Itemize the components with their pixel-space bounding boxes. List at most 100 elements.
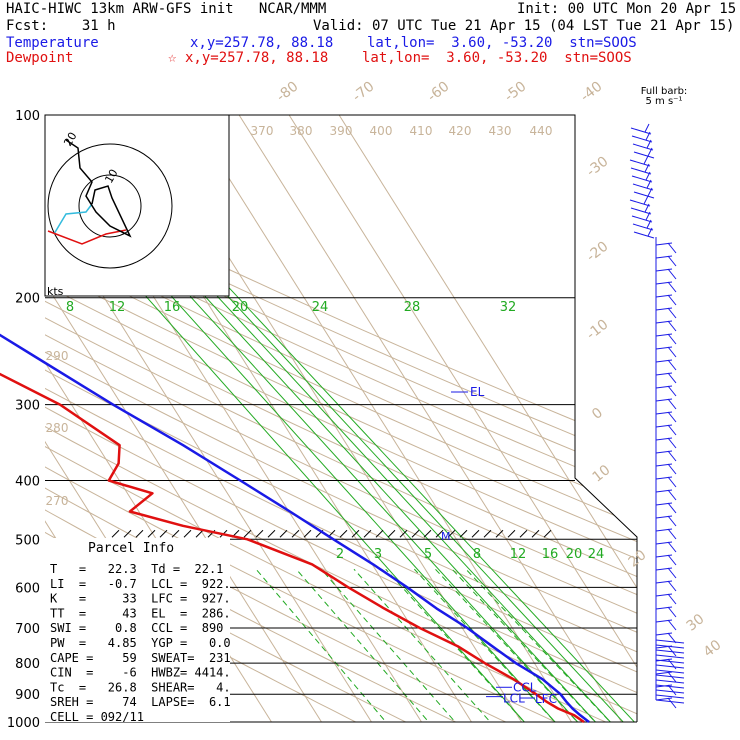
wind-barb [655, 476, 673, 480]
wind-barb [655, 644, 685, 649]
hatch-mark [147, 529, 156, 538]
dewpoint-legend-label: Dewpoint [6, 50, 74, 66]
wind-barb-flag [644, 163, 650, 173]
parcel-info-row: TT = 43 EL = 286. [50, 606, 231, 620]
wind-barb-flag [667, 697, 677, 709]
wind-barb [655, 398, 673, 402]
wind-barb [655, 489, 673, 493]
hatch-mark [195, 529, 204, 538]
wind-barb [655, 528, 673, 532]
wind-barb-flag [647, 147, 653, 157]
pressure-label-100: 100 [15, 109, 40, 124]
hodograph-box [44, 114, 230, 297]
theta-label: 380 [290, 124, 313, 138]
dry-adiabat-line [45, 127, 585, 722]
wind-barb [655, 606, 673, 610]
wind-barb [630, 167, 652, 175]
wind-barb [655, 346, 673, 350]
parcel-info-title: Parcel Info [88, 541, 174, 556]
hatch-mark [411, 529, 420, 538]
level-label-lcl: LCL [503, 692, 525, 706]
isotherm-line [288, 115, 637, 722]
temperature-legend-info: x,y=257.78, 88.18 lat,lon= 3.60, -53.20 … [190, 35, 637, 51]
wind-barb [655, 463, 673, 467]
hodograph-ring-label: 10 [102, 167, 120, 186]
hatch-mark [507, 529, 516, 538]
parcel-info-row: CAPE = 59 SWEAT= 231 [50, 651, 231, 665]
theta-label: 420 [449, 124, 472, 138]
mixing-ratio-dashed-line [353, 568, 503, 722]
hodograph-units: kts [47, 285, 64, 298]
model-title: HAIC-HIWC 13km ARW-GFS init NCAR/MMM [6, 1, 327, 17]
theta-label: 430 [489, 124, 512, 138]
hatch-mark [291, 529, 300, 538]
dry-adiabat-line [45, 127, 637, 722]
mixing-ratio-dashed-line [465, 568, 623, 722]
hatch-mark [255, 529, 264, 538]
parcel-info-row: K = 33 LFC = 927. [50, 592, 231, 606]
isotherm-label: -80 [274, 79, 302, 106]
pressure-label-600: 600 [15, 581, 40, 596]
wind-barb-flag [667, 567, 677, 579]
dewpoint-profile [0, 372, 585, 724]
wind-barb-flag [644, 203, 650, 213]
wind-barb [655, 307, 673, 311]
wind-barb [655, 671, 673, 675]
hatch-mark [423, 529, 432, 538]
wind-barb [655, 632, 673, 636]
wind-barb-flag [667, 489, 677, 501]
temperature-legend-label: Temperature [6, 35, 99, 51]
wind-barb [655, 593, 673, 597]
theta-label: 440 [530, 124, 553, 138]
dry-adiabat-line [45, 127, 637, 722]
hatch-mark [339, 529, 348, 538]
mixing-ratio-dashed-line [413, 568, 568, 722]
hatch-mark [279, 529, 288, 538]
wind-barb-flag [667, 502, 677, 514]
pressure-label-200: 200 [15, 292, 40, 307]
hatch-mark [351, 529, 360, 538]
wind-barb [631, 175, 653, 183]
pressure-label-300: 300 [15, 399, 40, 414]
wind-barb [655, 684, 685, 689]
wind-barb-flag [643, 155, 649, 165]
wind-barb [655, 619, 673, 623]
wind-barb-flag [644, 123, 650, 133]
wind-barb [631, 215, 653, 223]
mixing-ratio-label: 16 [542, 547, 559, 562]
dry-adiabat-line [45, 127, 637, 722]
hatch-mark [483, 529, 492, 538]
mixing-ratio-label: 28 [404, 300, 421, 315]
hodograph-trace-low [53, 203, 93, 235]
wind-barb-flag [667, 372, 677, 384]
hodograph-ring-inner [78, 174, 142, 238]
parcel-info-row: CELL = 092/11 [50, 710, 144, 724]
level-label-ccl: CCL [513, 680, 537, 694]
hatch-mark [447, 529, 456, 538]
hatch-mark [399, 529, 408, 538]
wind-barb [655, 694, 685, 699]
mixing-ratio-label: 20 [232, 300, 249, 315]
mixing-ratio-label: 32 [500, 300, 517, 315]
wind-barb [655, 541, 673, 545]
parcel-info-row: SREH = 74 LAPSE= 6.1 [50, 695, 231, 709]
wind-barb-flag [667, 593, 677, 605]
mixing-ratio-line [147, 269, 568, 722]
wind-barb-flag [645, 171, 651, 181]
wind-barb-flag [667, 398, 677, 410]
hatch-mark [111, 529, 120, 538]
hatch-mark [267, 529, 276, 538]
valid-time: Valid: 07 UTC Tue 21 Apr 15 (04 LST Tue … [313, 18, 735, 34]
wind-barb [655, 255, 673, 259]
wind-barb-flag [667, 528, 677, 540]
wind-barb [655, 669, 685, 674]
theta-label: 410 [410, 124, 433, 138]
wind-barb [655, 639, 685, 644]
hodograph-trace-red [47, 229, 127, 245]
mixing-ratio-line [212, 269, 637, 722]
isotherm-label: -30 [584, 154, 612, 181]
wind-barb [655, 385, 673, 389]
wind-barb [655, 679, 685, 684]
wind-barb [655, 699, 685, 704]
